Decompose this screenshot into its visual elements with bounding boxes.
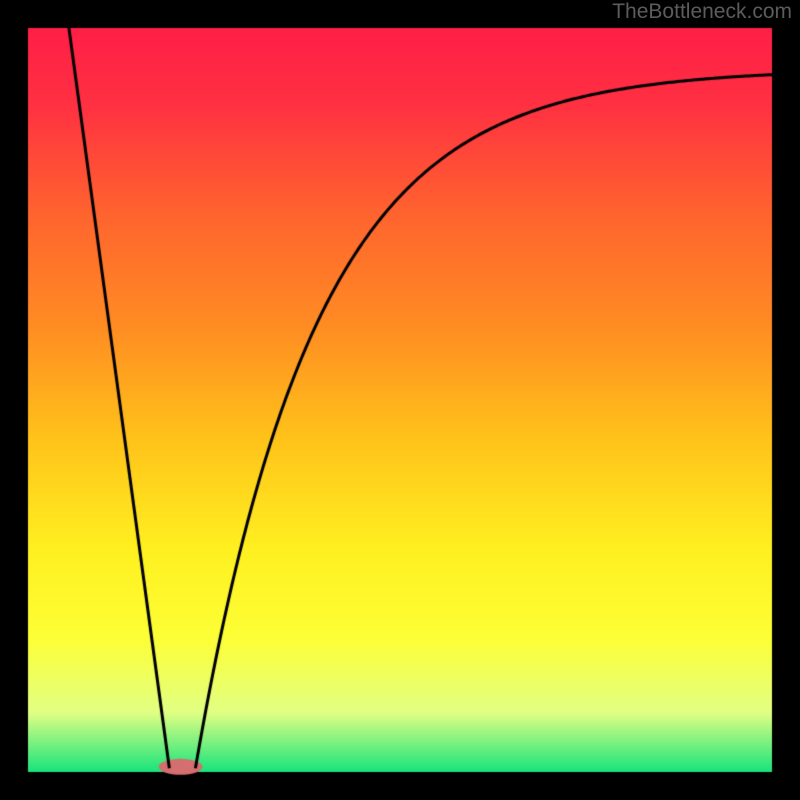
- chart-container: TheBottleneck.com: [0, 0, 800, 800]
- watermark-text: TheBottleneck.com: [612, 0, 792, 24]
- bottleneck-chart-canvas: [0, 0, 800, 800]
